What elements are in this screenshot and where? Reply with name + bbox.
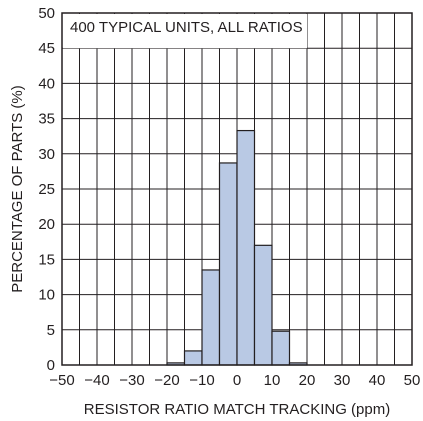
y-tick-label: 20 [38,216,55,233]
histogram-bar [271,330,291,366]
x-tick-label: −20 [154,372,179,389]
x-tick-label: −30 [119,372,144,389]
y-tick-label: 45 [38,40,55,57]
histogram-bar [253,244,273,366]
x-tick-label: −10 [189,372,214,389]
x-tick-label: 40 [369,372,386,389]
annotation-background [63,14,307,49]
x-tick-label: −50 [49,372,74,389]
histogram-bar [201,269,221,366]
x-axis-title: RESISTOR RATIO MATCH TRACKING (ppm) [84,401,390,418]
plot-frame [61,12,413,366]
x-tick-label: 0 [233,372,241,389]
x-tick-label: −40 [84,372,109,389]
y-tick-label: 50 [38,5,55,22]
histogram-bar [183,350,203,366]
histogram-bars [166,129,308,366]
y-tick-label: 30 [38,146,55,163]
y-tick-label: 10 [38,287,55,304]
histogram-bar [218,162,238,366]
y-tick-label: 0 [47,357,55,374]
y-tick-label: 25 [38,181,55,198]
y-tick-label: 35 [38,111,55,128]
annotation-label: 400 TYPICAL UNITS, ALL RATIOS [70,19,303,36]
y-tick-label: 40 [38,75,55,92]
y-tick-label: 5 [47,322,55,339]
x-tick-labels: −50 −40 −30 −20 −10 0 10 20 30 40 50 [49,372,420,389]
x-tick-label: 50 [404,372,421,389]
y-tick-labels: 0 5 10 15 20 25 30 35 40 45 50 [38,5,55,374]
y-tick-label: 15 [38,251,55,268]
y-axis-title: PERCENTAGE OF PARTS (%) [9,85,26,293]
x-tick-label: 30 [334,372,351,389]
histogram-bar [236,129,256,366]
x-tick-label: 10 [264,372,281,389]
x-tick-label: 20 [299,372,316,389]
